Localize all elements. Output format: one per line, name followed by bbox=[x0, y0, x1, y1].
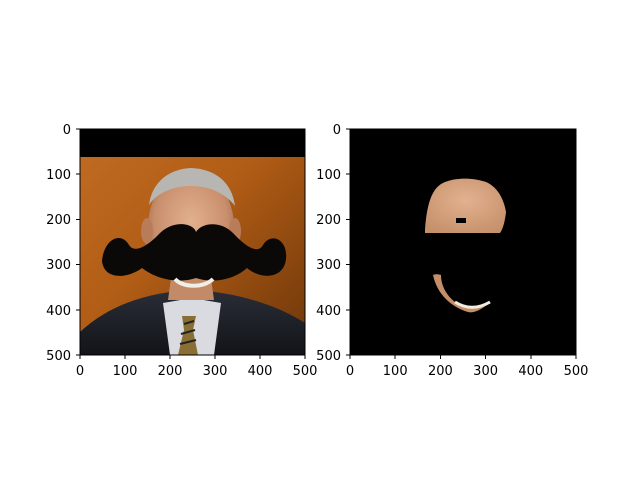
svg-text:300: 300 bbox=[46, 258, 71, 273]
right-y-tick: 500 bbox=[316, 349, 350, 364]
left-x-tick: 300 bbox=[203, 355, 228, 379]
svg-text:400: 400 bbox=[316, 304, 341, 319]
svg-text:200: 200 bbox=[428, 364, 453, 379]
mustache-overlay bbox=[102, 224, 287, 281]
right-y-tick: 100 bbox=[316, 168, 350, 183]
svg-text:500: 500 bbox=[316, 349, 341, 364]
svg-text:0: 0 bbox=[63, 123, 71, 138]
masked-head-region bbox=[425, 178, 506, 233]
svg-text:200: 200 bbox=[46, 213, 71, 228]
svg-text:500: 500 bbox=[46, 349, 71, 364]
masked-image bbox=[350, 129, 576, 355]
right-x-tick: 500 bbox=[564, 355, 589, 379]
svg-text:200: 200 bbox=[316, 213, 341, 228]
svg-text:0: 0 bbox=[333, 123, 341, 138]
right-x-tick: 400 bbox=[518, 355, 543, 379]
left-x-axis: 0 100 200 300 400 500 bbox=[76, 355, 318, 379]
left-y-tick: 100 bbox=[46, 168, 80, 183]
right-x-tick: 100 bbox=[383, 355, 408, 379]
svg-text:0: 0 bbox=[76, 364, 84, 379]
right-y-tick: 300 bbox=[316, 258, 350, 273]
right-x-tick: 300 bbox=[473, 355, 498, 379]
svg-text:100: 100 bbox=[316, 168, 341, 183]
left-y-tick: 200 bbox=[46, 213, 80, 228]
svg-text:0: 0 bbox=[346, 364, 354, 379]
left-x-tick: 400 bbox=[248, 355, 273, 379]
photo-image bbox=[80, 129, 305, 355]
svg-text:300: 300 bbox=[473, 364, 498, 379]
svg-text:200: 200 bbox=[158, 364, 183, 379]
left-y-tick: 500 bbox=[46, 349, 80, 364]
top-black-band bbox=[80, 129, 305, 157]
right-image-panel: 0 100 200 300 400 500 bbox=[316, 123, 588, 379]
svg-text:300: 300 bbox=[316, 258, 341, 273]
svg-text:100: 100 bbox=[383, 364, 408, 379]
right-axes-frame bbox=[349, 128, 577, 356]
right-y-axis: 0 100 200 300 400 500 bbox=[316, 123, 350, 364]
right-x-tick: 0 bbox=[346, 355, 354, 379]
svg-text:400: 400 bbox=[248, 364, 273, 379]
right-y-tick: 200 bbox=[316, 213, 350, 228]
right-x-axis: 0 100 200 300 400 500 bbox=[346, 355, 589, 379]
right-y-tick: 0 bbox=[333, 123, 350, 138]
right-y-tick: 400 bbox=[316, 304, 350, 319]
left-x-tick: 200 bbox=[158, 355, 183, 379]
right-x-tick: 200 bbox=[428, 355, 453, 379]
svg-text:100: 100 bbox=[46, 168, 71, 183]
left-x-tick: 0 bbox=[76, 355, 84, 379]
left-x-tick: 500 bbox=[293, 355, 318, 379]
left-y-tick: 0 bbox=[63, 123, 80, 138]
svg-text:400: 400 bbox=[518, 364, 543, 379]
left-y-tick: 400 bbox=[46, 304, 80, 319]
svg-text:400: 400 bbox=[46, 304, 71, 319]
svg-text:300: 300 bbox=[203, 364, 228, 379]
left-y-axis: 0 100 200 300 400 500 bbox=[46, 123, 80, 364]
svg-text:100: 100 bbox=[113, 364, 138, 379]
svg-text:500: 500 bbox=[293, 364, 318, 379]
left-y-tick: 300 bbox=[46, 258, 80, 273]
left-axes-frame bbox=[79, 128, 306, 356]
left-image-panel: 0 100 200 300 400 500 bbox=[46, 123, 317, 379]
left-x-tick: 100 bbox=[113, 355, 138, 379]
svg-text:500: 500 bbox=[564, 364, 589, 379]
masked-mouth-region bbox=[433, 274, 490, 313]
